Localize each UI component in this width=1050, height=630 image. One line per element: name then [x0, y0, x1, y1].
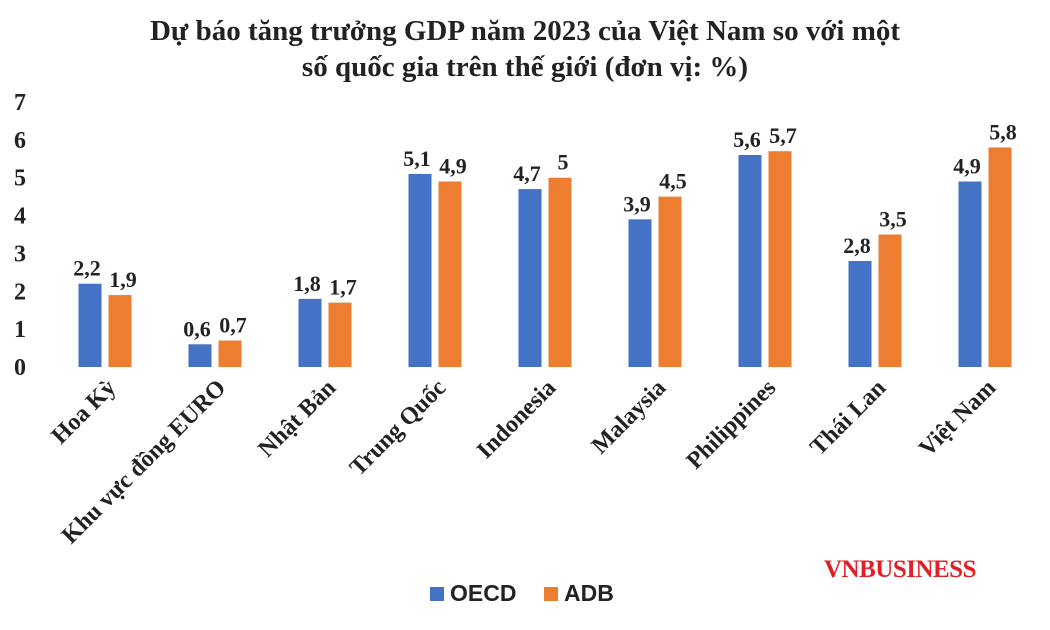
- brand-watermark: VNBUSINESS: [824, 556, 976, 583]
- bar-adb: [658, 196, 682, 367]
- data-label-oecd: 2,2: [73, 256, 101, 281]
- data-label-adb: 4,9: [439, 154, 467, 179]
- y-tick-label: 5: [14, 166, 26, 192]
- bar-oecd: [188, 344, 212, 367]
- bar-adb: [108, 295, 132, 367]
- bar-adb: [438, 181, 462, 367]
- y-tick-label: 2: [14, 279, 26, 305]
- bar-oecd: [78, 283, 102, 367]
- data-label-adb: 4,5: [659, 169, 687, 194]
- x-tick-label: Nhật Bản: [254, 375, 342, 463]
- bar-adb: [988, 147, 1012, 367]
- chart-title: Dự báo tăng trưởng GDP năm 2023 của Việt…: [150, 15, 900, 83]
- data-label-adb: 3,5: [879, 207, 907, 232]
- data-label-adb: 1,7: [329, 275, 357, 300]
- x-tick-label: Malaysia: [587, 375, 671, 459]
- data-label-oecd: 0,6: [183, 316, 211, 341]
- bar-adb: [218, 340, 242, 367]
- x-tick-label: Indonesia: [472, 375, 561, 464]
- value-labels: 2,2 1,9 0,6 0,7 1,8 1,7 5,1 4,9 4,7 5 3,9 4,5 5,6 5,7…: [73, 119, 1017, 341]
- bar-adb: [878, 234, 902, 367]
- x-tick-label: Philippines: [682, 375, 782, 475]
- bar-adb: [328, 302, 352, 367]
- data-label-adb: 0,7: [219, 313, 247, 338]
- data-label-oecd: 4,9: [953, 154, 981, 179]
- data-label-adb: 5,8: [989, 119, 1017, 144]
- legend-label-oecd: OECD: [450, 580, 516, 606]
- legend: OECD ADB: [430, 580, 614, 606]
- y-axis: 0 1 2 3 4 5 6 7: [14, 90, 26, 381]
- bar-oecd: [738, 155, 762, 367]
- bar-oecd: [298, 298, 322, 367]
- bars: [78, 147, 1012, 367]
- bar-oecd: [958, 181, 982, 367]
- bar-oecd: [628, 219, 652, 367]
- data-label-adb: 5,7: [769, 123, 797, 148]
- data-label-oecd: 5,6: [733, 127, 761, 152]
- data-label-adb: 1,9: [109, 267, 137, 292]
- bar-adb: [548, 177, 572, 367]
- legend-swatch-adb: [544, 587, 558, 601]
- x-tick-label: Việt Nam: [914, 375, 1001, 462]
- data-label-adb: 5: [558, 150, 569, 175]
- y-tick-label: 3: [14, 241, 26, 267]
- y-tick-label: 7: [14, 90, 26, 116]
- y-tick-label: 6: [14, 128, 26, 154]
- chart-title-line-2: số quốc gia trên thế giới (đơn vị: %): [302, 51, 748, 83]
- data-label-oecd: 4,7: [513, 161, 541, 186]
- x-tick-label: Thái Lan: [805, 375, 891, 461]
- legend-label-adb: ADB: [564, 580, 614, 606]
- legend-swatch-oecd: [430, 587, 444, 601]
- bar-oecd: [408, 173, 432, 367]
- chart-title-line-1: Dự báo tăng trưởng GDP năm 2023 của Việt…: [150, 15, 900, 47]
- bar-oecd: [518, 189, 542, 367]
- bar-oecd: [848, 261, 872, 367]
- x-tick-label: Hoa Kỳ: [47, 375, 121, 449]
- data-label-oecd: 2,8: [843, 233, 871, 258]
- data-label-oecd: 3,9: [623, 191, 651, 216]
- x-tick-label: Trung Quốc: [345, 375, 451, 481]
- y-tick-label: 0: [14, 355, 26, 381]
- data-label-oecd: 1,8: [293, 271, 321, 296]
- y-tick-label: 4: [14, 204, 26, 230]
- data-label-oecd: 5,1: [403, 146, 431, 171]
- bar-adb: [768, 151, 792, 367]
- y-tick-label: 1: [14, 317, 26, 343]
